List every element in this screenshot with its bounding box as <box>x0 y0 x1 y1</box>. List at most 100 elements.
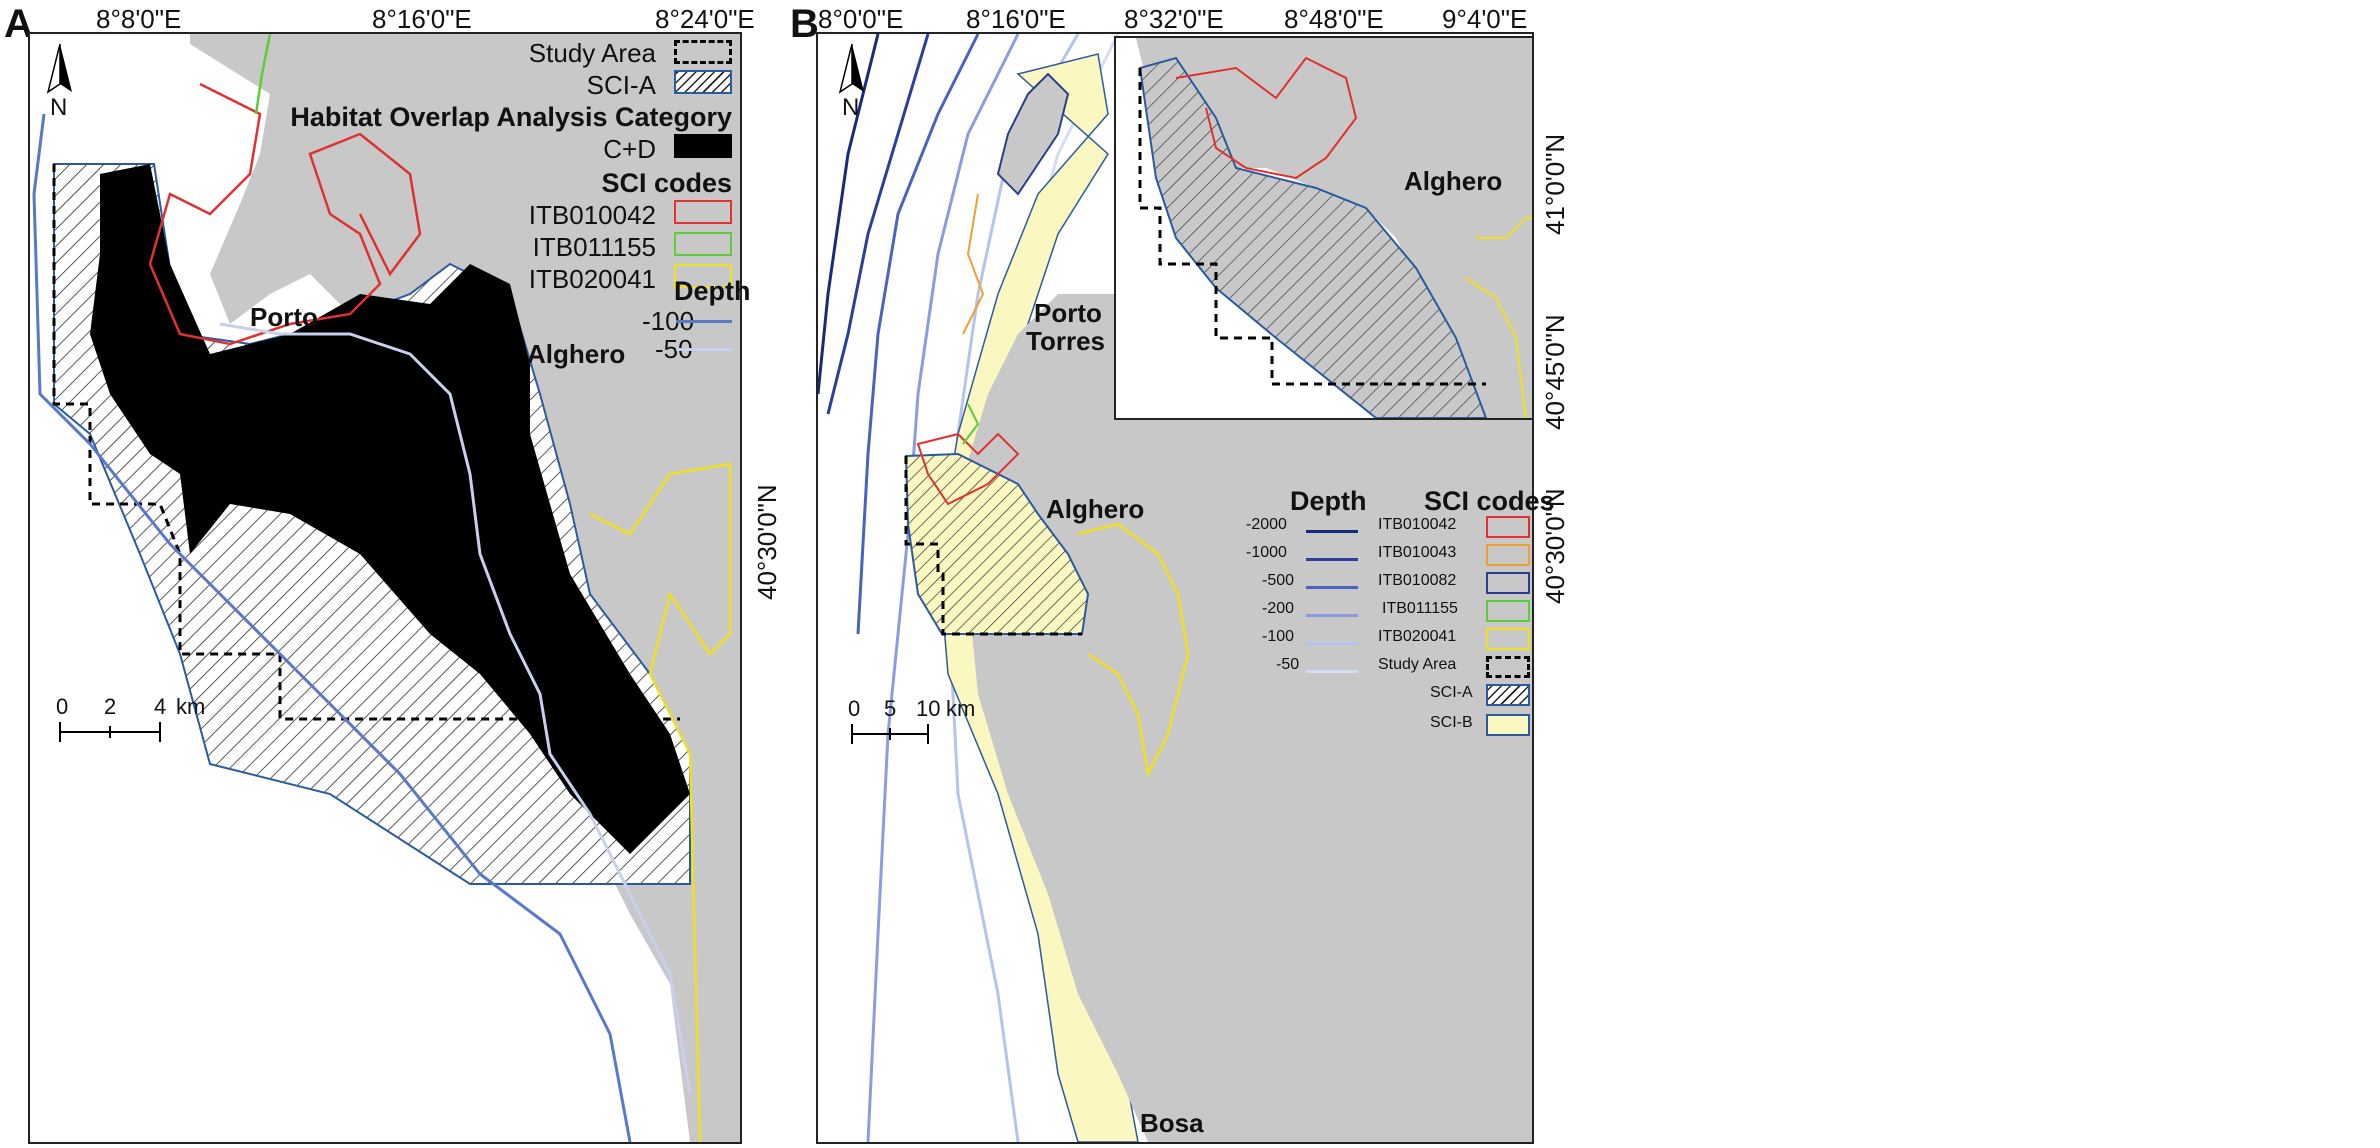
legend-overlap-item-label: C+D <box>603 134 656 164</box>
scale-label-mid: 2 <box>104 694 117 719</box>
legend-b-depth-6-swatch <box>1306 670 1358 673</box>
scale-bar-graphic <box>851 724 929 744</box>
inset-study-area <box>1138 68 1486 386</box>
legend-b-depth-2-label: -1000 <box>1246 544 1287 561</box>
inset-sci-itb010042 <box>1175 56 1358 180</box>
legend-b-depth-1-swatch <box>1306 530 1358 533</box>
panel-a-scale-bar: 0 2 4 km <box>50 690 220 760</box>
legend-b-sci-4-label: ITB011155 <box>1382 600 1458 617</box>
island-b <box>996 72 1070 196</box>
panel-b-lon-tick-3: 8°32'0"E <box>1124 4 1224 34</box>
sci-itb020041-outline <box>589 462 732 1142</box>
north-arrow-icon <box>46 43 72 94</box>
legend-b-sci-heading: SCI codes <box>1424 486 1555 516</box>
panel-b-lon-tick-4: 8°48'0"E <box>1284 4 1384 34</box>
legend-overlap-heading: Habitat Overlap Analysis Category <box>290 102 732 132</box>
legend-sci-a-label: SCI-A <box>586 70 656 100</box>
legend-b-sci-3-label: ITB010082 <box>1378 572 1457 589</box>
panel-b-scale-bar: 0 5 10 km <box>842 692 1012 762</box>
legend-b-sci-2-swatch <box>1486 544 1530 566</box>
scale-label-unit: km <box>176 694 206 719</box>
legend-overlap-swatch <box>674 134 732 158</box>
overlap-area <box>90 164 690 854</box>
legend-b-depth-3-label: -500 <box>1262 572 1295 589</box>
panel-a-lat-tick-1: 40°30'0"N <box>752 484 782 600</box>
legend-b-study-area-label: Study Area <box>1378 656 1457 673</box>
panel-b-lon-tick-1: 8°0'0"E <box>818 4 904 34</box>
legend-b-depth-heading: Depth <box>1290 486 1367 516</box>
panel-a-north-arrow: N <box>40 42 80 122</box>
sci-itb010042-outline <box>148 82 422 346</box>
panel-b-place-bosa: Bosa <box>1140 1108 1204 1138</box>
legend-b-depth-5-label: -100 <box>1262 628 1295 645</box>
depth-500-contour <box>856 34 980 635</box>
panel-b-inset <box>1114 36 1534 420</box>
legend-b-depth-6-label: -50 <box>1276 656 1300 673</box>
legend-depth-item-1-swatch <box>676 320 732 323</box>
land-mass-b <box>958 254 1532 1142</box>
inset-sci-a <box>1138 56 1488 418</box>
panel-b-north-arrow: N <box>832 42 872 122</box>
panel-b-letter: B <box>790 2 819 46</box>
panel-b-north-letter: N <box>842 94 860 121</box>
legend-b-sci-5-label: ITB020041 <box>1378 628 1457 645</box>
depth-2000-contour <box>818 34 880 395</box>
sci-itb010043-outline-b <box>962 193 985 335</box>
legend-sci-item-1-swatch <box>674 200 732 224</box>
panel-a-legend: Study Area SCI-A Habitat Overlap Analysi… <box>290 38 742 358</box>
panel-a-map <box>28 32 742 1144</box>
legend-b-sci-4-swatch <box>1486 600 1530 622</box>
panel-b-place-torres: Torres <box>1026 326 1105 356</box>
legend-b-sci-1-label: ITB010042 <box>1378 516 1457 533</box>
legend-b-depth-2-swatch <box>1306 558 1358 561</box>
legend-sci-heading: SCI codes <box>601 168 732 198</box>
scale-label-end: 4 <box>154 694 167 719</box>
legend-sci-item-3-swatch <box>674 264 732 288</box>
legend-sci-a-swatch <box>674 70 732 94</box>
legend-sci-item-1-label: ITB010042 <box>528 200 656 230</box>
legend-sci-item-3-label: ITB020041 <box>528 264 656 294</box>
panel-a-north-letter: N <box>50 94 68 121</box>
legend-sci-item-2-swatch <box>674 232 732 256</box>
panel-b-lon-tick-5: 9°4'0"E <box>1442 4 1528 34</box>
north-arrow-icon <box>838 43 864 94</box>
panel-a-lon-tick-2: 8°16'0"E <box>372 4 472 34</box>
sci-itb011155-outline <box>254 34 272 115</box>
panel-b-lat-tick-1: 41°0'0"N <box>1540 133 1570 235</box>
sci-itb011155-outline-b <box>962 403 980 445</box>
legend-b-depth-4-label: -200 <box>1262 600 1295 617</box>
scale-label-mid: 5 <box>884 696 897 721</box>
legend-b-sci-a-label: SCI-A <box>1430 684 1473 701</box>
legend-sci-item-2-label: ITB011155 <box>532 232 656 262</box>
panel-a-place-porto: Porto <box>250 302 318 332</box>
legend-b-sci-5-swatch <box>1486 628 1530 650</box>
legend-b-sci-b-swatch <box>1486 714 1530 736</box>
legend-b-sci-1-swatch <box>1486 516 1530 538</box>
scale-label-zero: 0 <box>56 694 69 719</box>
panel-b-place-alghero-inset: Alghero <box>1404 166 1503 196</box>
depth-1000-contour <box>826 34 930 415</box>
panel-a-lon-tick-3: 8°24'0"E <box>655 4 755 34</box>
legend-b-sci-3-swatch <box>1486 572 1530 594</box>
legend-b-depth-5-swatch <box>1306 642 1358 645</box>
sci-itb020041-outline-b <box>1077 522 1190 778</box>
legend-depth-item-2-swatch <box>676 348 732 351</box>
legend-study-area-label: Study Area <box>528 38 656 68</box>
study-area-outline <box>52 164 680 721</box>
scale-label-end: 10 <box>916 696 941 721</box>
inset-land <box>1136 38 1532 418</box>
legend-b-sci-b-label: SCI-B <box>1430 714 1473 731</box>
land-mass <box>190 34 740 1142</box>
legend-b-study-area-swatch <box>1486 656 1530 678</box>
panel-a-lon-tick-1: 8°8'0"E <box>96 4 182 34</box>
scale-label-zero: 0 <box>848 696 861 721</box>
legend-b-depth-4-swatch <box>1306 614 1358 617</box>
depth-50-contour <box>219 322 692 1095</box>
scale-bar-graphic <box>59 722 161 742</box>
panel-a-place-alghero: Alghero <box>527 339 626 369</box>
depth-100-contour <box>32 113 632 1142</box>
panel-b-place-alghero: Alghero <box>1046 494 1145 524</box>
study-area-outline-b <box>904 456 1082 636</box>
inset-sci-itb020041 <box>1465 217 1532 418</box>
legend-b-depth-1-label: -2000 <box>1246 516 1287 533</box>
